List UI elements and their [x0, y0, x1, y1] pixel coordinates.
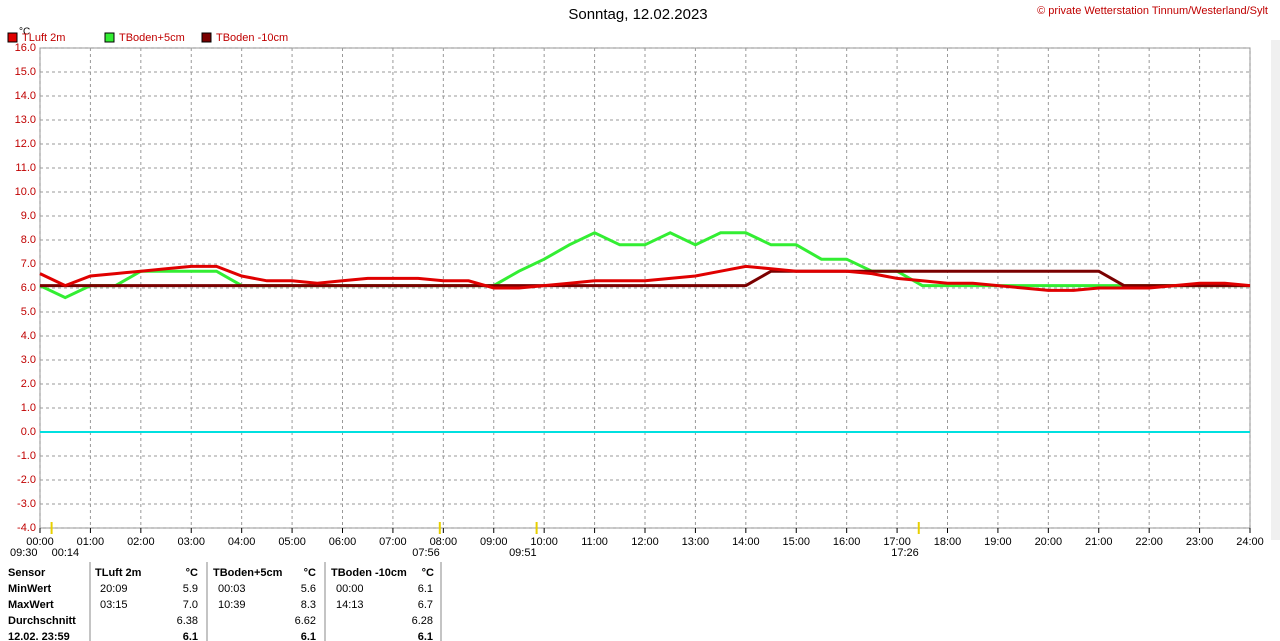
chart-title: Sonntag, 12.02.2023 — [568, 6, 707, 23]
y-tick-label: 10.0 — [15, 186, 36, 198]
x-tick-label: 15:00 — [782, 536, 810, 548]
table-header: °C — [304, 567, 316, 579]
x-tick-label: 07:00 — [379, 536, 407, 548]
y-tick-label: 2.0 — [21, 378, 36, 390]
event-label: 17:26 — [891, 547, 919, 559]
x-tick-label: 22:00 — [1135, 536, 1163, 548]
table-cell: 6.62 — [295, 615, 316, 627]
table-cell: Durchschnitt — [8, 615, 76, 627]
x-tick-label: 00:00 — [26, 536, 54, 548]
table-cell: 7.0 — [183, 599, 198, 611]
event-label: 09:51 — [509, 547, 537, 559]
series-line — [39, 264, 1251, 292]
table-cell: 6.28 — [412, 615, 433, 627]
table-cell: 03:15 — [100, 599, 128, 611]
x-tick-label: 03:00 — [177, 536, 205, 548]
table-cell: MinWert — [8, 583, 52, 595]
y-tick-label: 3.0 — [21, 354, 36, 366]
legend-swatch — [201, 32, 212, 43]
table-cell: 6.1 — [183, 631, 198, 641]
table-cell: 5.6 — [301, 583, 316, 595]
x-tick-label: 10:00 — [530, 536, 558, 548]
y-axis-label: °C — [19, 27, 30, 38]
y-tick-label: 8.0 — [21, 234, 36, 246]
x-tick-label: 04:00 — [228, 536, 256, 548]
table-cell: 00:00 — [336, 583, 364, 595]
table-header: Sensor — [8, 567, 46, 579]
x-tick-label: 05:00 — [278, 536, 306, 548]
x-tick-label: 17:00 — [883, 536, 911, 548]
x-tick-label: 19:00 — [984, 536, 1012, 548]
x-tick-label: 11:00 — [581, 536, 608, 548]
x-tick-label: 14:00 — [732, 536, 760, 548]
y-tick-label: 5.0 — [21, 306, 36, 318]
table-cell: 20:09 — [100, 583, 128, 595]
event-label: 07:56 — [412, 547, 440, 559]
table-cell: 8.3 — [301, 599, 316, 611]
x-tick-label: 08:00 — [430, 536, 458, 548]
x-tick-label: 02:00 — [127, 536, 155, 548]
y-tick-label: 15.0 — [15, 66, 36, 78]
table-cell: 6.1 — [418, 583, 433, 595]
y-tick-label: -3.0 — [17, 498, 36, 510]
x-tick-label: 12:00 — [631, 536, 659, 548]
x-tick-label: 21:00 — [1085, 536, 1113, 548]
y-tick-label: -1.0 — [17, 450, 36, 462]
table-cell: 6.38 — [177, 615, 198, 627]
y-tick-label: 9.0 — [21, 210, 36, 222]
y-tick-label: -2.0 — [17, 474, 36, 486]
y-tick-label: 0.0 — [21, 426, 36, 438]
legend-swatch — [104, 32, 115, 43]
table-cell: 12.02. 23:59 — [8, 631, 70, 641]
x-tick-label: 18:00 — [934, 536, 962, 548]
y-tick-label: 1.0 — [21, 402, 36, 414]
table-cell: 6.7 — [418, 599, 433, 611]
left-note: 09:30 — [10, 547, 38, 559]
table-header: TLuft 2m — [95, 567, 142, 579]
y-tick-label: 7.0 — [21, 258, 36, 270]
legend-label: TLuft 2m — [22, 32, 65, 44]
table-cell: 6.1 — [418, 631, 433, 641]
legend-label: TBoden+5cm — [119, 32, 185, 44]
x-tick-label: 09:00 — [480, 536, 508, 548]
x-tick-label: 16:00 — [833, 536, 861, 548]
scrollbar — [1271, 40, 1280, 540]
table-cell: 00:03 — [218, 583, 246, 595]
x-tick-label: 20:00 — [1035, 536, 1063, 548]
table-cell: 14:13 — [336, 599, 364, 611]
stats-table — [89, 40, 1280, 641]
table-cell: 5.9 — [183, 583, 198, 595]
x-tick-label: 23:00 — [1186, 536, 1214, 548]
y-tick-label: 14.0 — [15, 90, 36, 102]
table-header: °C — [422, 567, 434, 579]
table-cell: 10:39 — [218, 599, 246, 611]
table-header: °C — [186, 567, 198, 579]
copyright: © private Wetterstation Tinnum/Westerlan… — [1037, 5, 1268, 17]
y-tick-label: 13.0 — [15, 114, 36, 126]
table-cell: MaxWert — [8, 599, 54, 611]
table-header: TBoden+5cm — [213, 567, 283, 579]
table-header: TBoden -10cm — [331, 567, 407, 579]
y-tick-label: 12.0 — [15, 138, 36, 150]
y-tick-label: 6.0 — [21, 282, 36, 294]
series-line — [40, 269, 1250, 288]
legend-swatch — [7, 32, 18, 43]
y-tick-label: 11.0 — [15, 162, 36, 174]
legend-label: TBoden -10cm — [216, 32, 288, 44]
y-tick-label: 4.0 — [21, 330, 36, 342]
event-label: 00:14 — [52, 547, 80, 559]
y-tick-label: 16.0 — [15, 42, 36, 54]
x-tick-label: 06:00 — [329, 536, 357, 548]
x-tick-label: 13:00 — [682, 536, 710, 548]
y-tick-label: -4.0 — [17, 522, 36, 534]
table-cell: 6.1 — [301, 631, 316, 641]
x-tick-label: 01:00 — [77, 536, 105, 548]
x-tick-label: 24:00 — [1236, 536, 1264, 548]
